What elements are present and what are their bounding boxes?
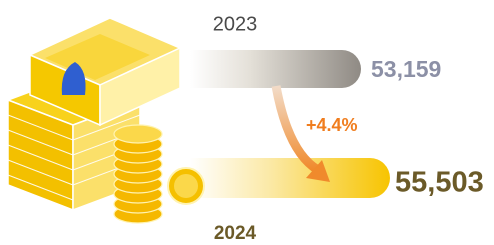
- value-label: 53,159: [371, 56, 441, 82]
- money-illustration: [8, 18, 204, 223]
- year-label: 2023: [213, 13, 258, 35]
- change-label: +4.4%: [306, 115, 358, 135]
- bar-2023: [190, 50, 361, 88]
- value-label: 55,503: [395, 167, 484, 199]
- infographic: 2023 53,159 +4.4% 55,503 2024: [0, 0, 494, 245]
- year-label: 2024: [214, 223, 257, 244]
- bar-2024: [190, 158, 390, 198]
- canvas: 2023 53,159 +4.4% 55,503 2024: [0, 0, 494, 245]
